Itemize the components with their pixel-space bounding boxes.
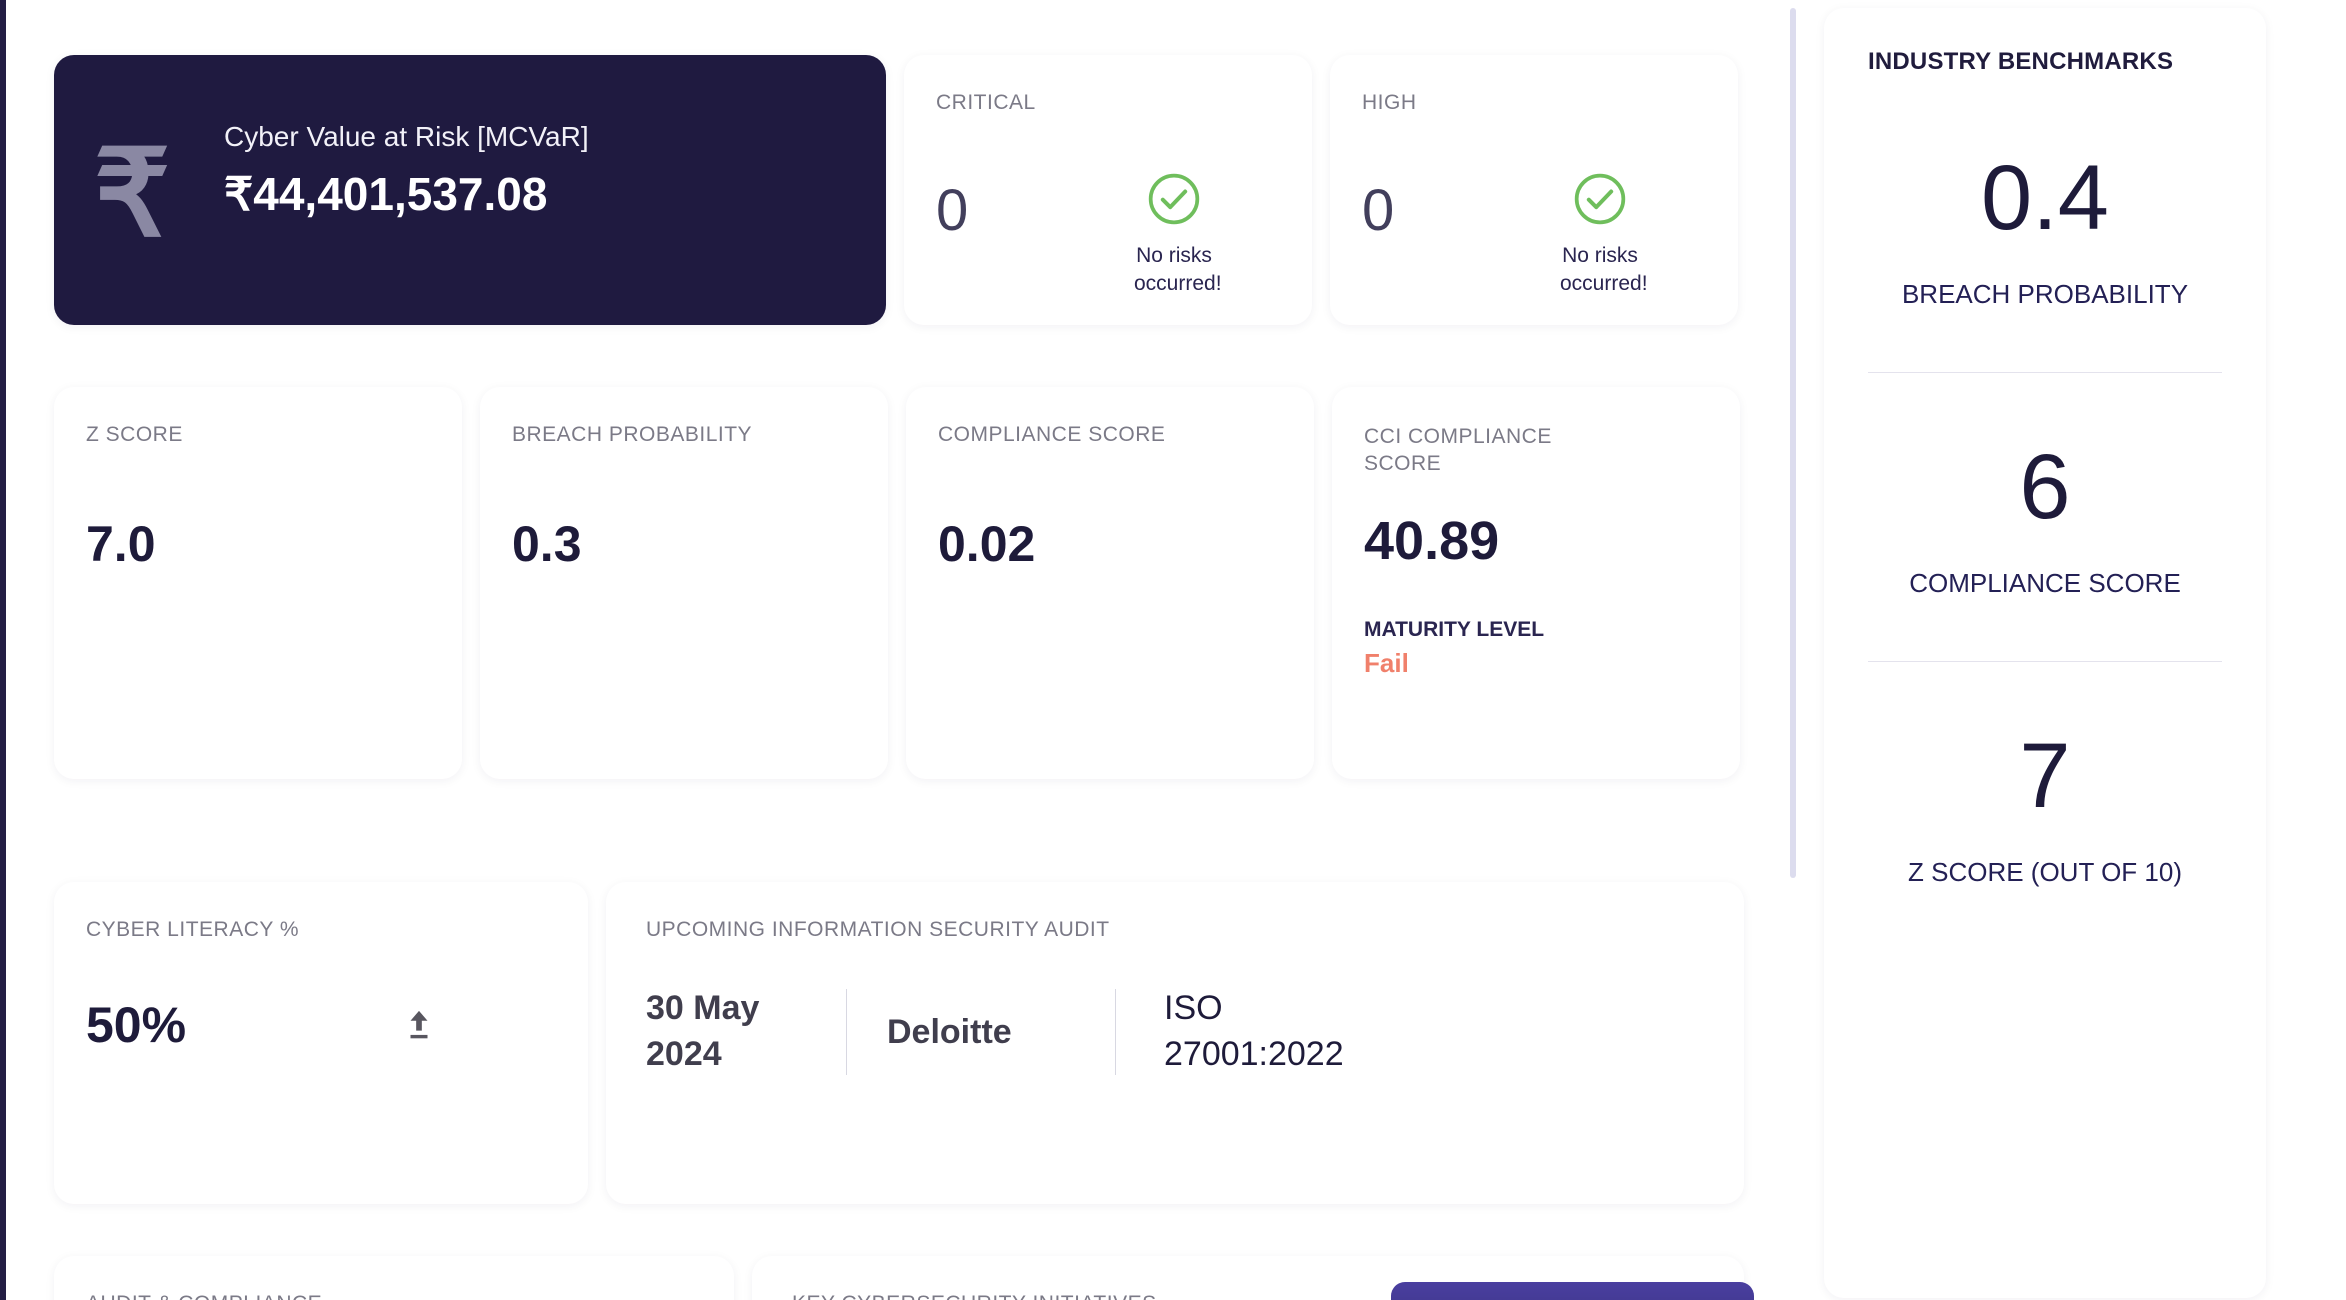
svg-text:₹: ₹ [94, 130, 170, 250]
